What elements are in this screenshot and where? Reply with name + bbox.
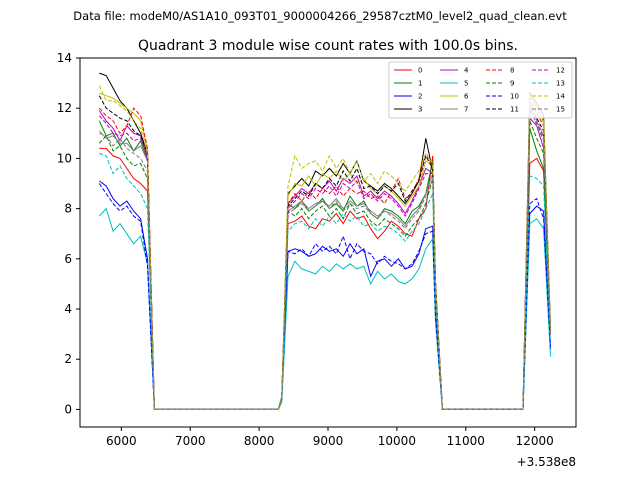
x-tick-label: 11000 — [447, 434, 485, 448]
chart-title: Quadrant 3 module wise count rates with … — [138, 38, 518, 54]
series-layer — [98, 72, 551, 410]
legend-label-13: 13 — [556, 80, 565, 88]
series-line-15 — [99, 105, 551, 410]
legend-label-11: 11 — [510, 106, 519, 114]
plot-area — [80, 58, 576, 427]
x-tick-label: 10000 — [378, 434, 416, 448]
legend-label-9: 9 — [510, 80, 514, 88]
legend-label-1: 1 — [418, 80, 422, 88]
legend-label-4: 4 — [464, 67, 469, 75]
x-tick-label: 8000 — [244, 434, 275, 448]
legend-label-6: 6 — [464, 93, 469, 101]
y-tick-label: 10 — [57, 151, 72, 165]
y-tick-label: 14 — [57, 51, 72, 65]
y-axis: 0 2 4 6 8 10 12 14 — [57, 51, 80, 416]
legend-label-3: 3 — [418, 106, 422, 114]
legend-label-5: 5 — [464, 80, 468, 88]
legend-box — [388, 61, 573, 119]
legend-label-14: 14 — [556, 93, 565, 101]
y-tick-label: 6 — [64, 252, 72, 266]
y-tick-label: 8 — [64, 202, 72, 216]
y-tick-label: 12 — [57, 101, 72, 115]
legend-label-10: 10 — [510, 93, 519, 101]
suptitle: Data file: modeM0/AS1A10_093T01_90000042… — [73, 9, 567, 23]
x-axis: 6000 7000 8000 9000 10000 11000 12000 — [106, 427, 554, 448]
x-tick-label: 12000 — [516, 434, 554, 448]
x-tick-label: 9000 — [313, 434, 344, 448]
legend-label-8: 8 — [510, 67, 514, 75]
y-tick-label: 2 — [64, 352, 72, 366]
legend-label-12: 12 — [556, 67, 565, 75]
legend-label-7: 7 — [464, 106, 468, 114]
x-tick-label: 6000 — [106, 434, 137, 448]
legend-label-2: 2 — [418, 93, 422, 101]
series-line-10 — [98, 183, 551, 410]
x-tick-label: 7000 — [175, 434, 206, 448]
legend-label-15: 15 — [556, 106, 565, 114]
x-offset-label: +3.538e8 — [517, 455, 576, 469]
y-tick-label: 0 — [64, 402, 72, 416]
y-tick-label: 4 — [64, 302, 72, 316]
legend-label-0: 0 — [418, 67, 422, 75]
